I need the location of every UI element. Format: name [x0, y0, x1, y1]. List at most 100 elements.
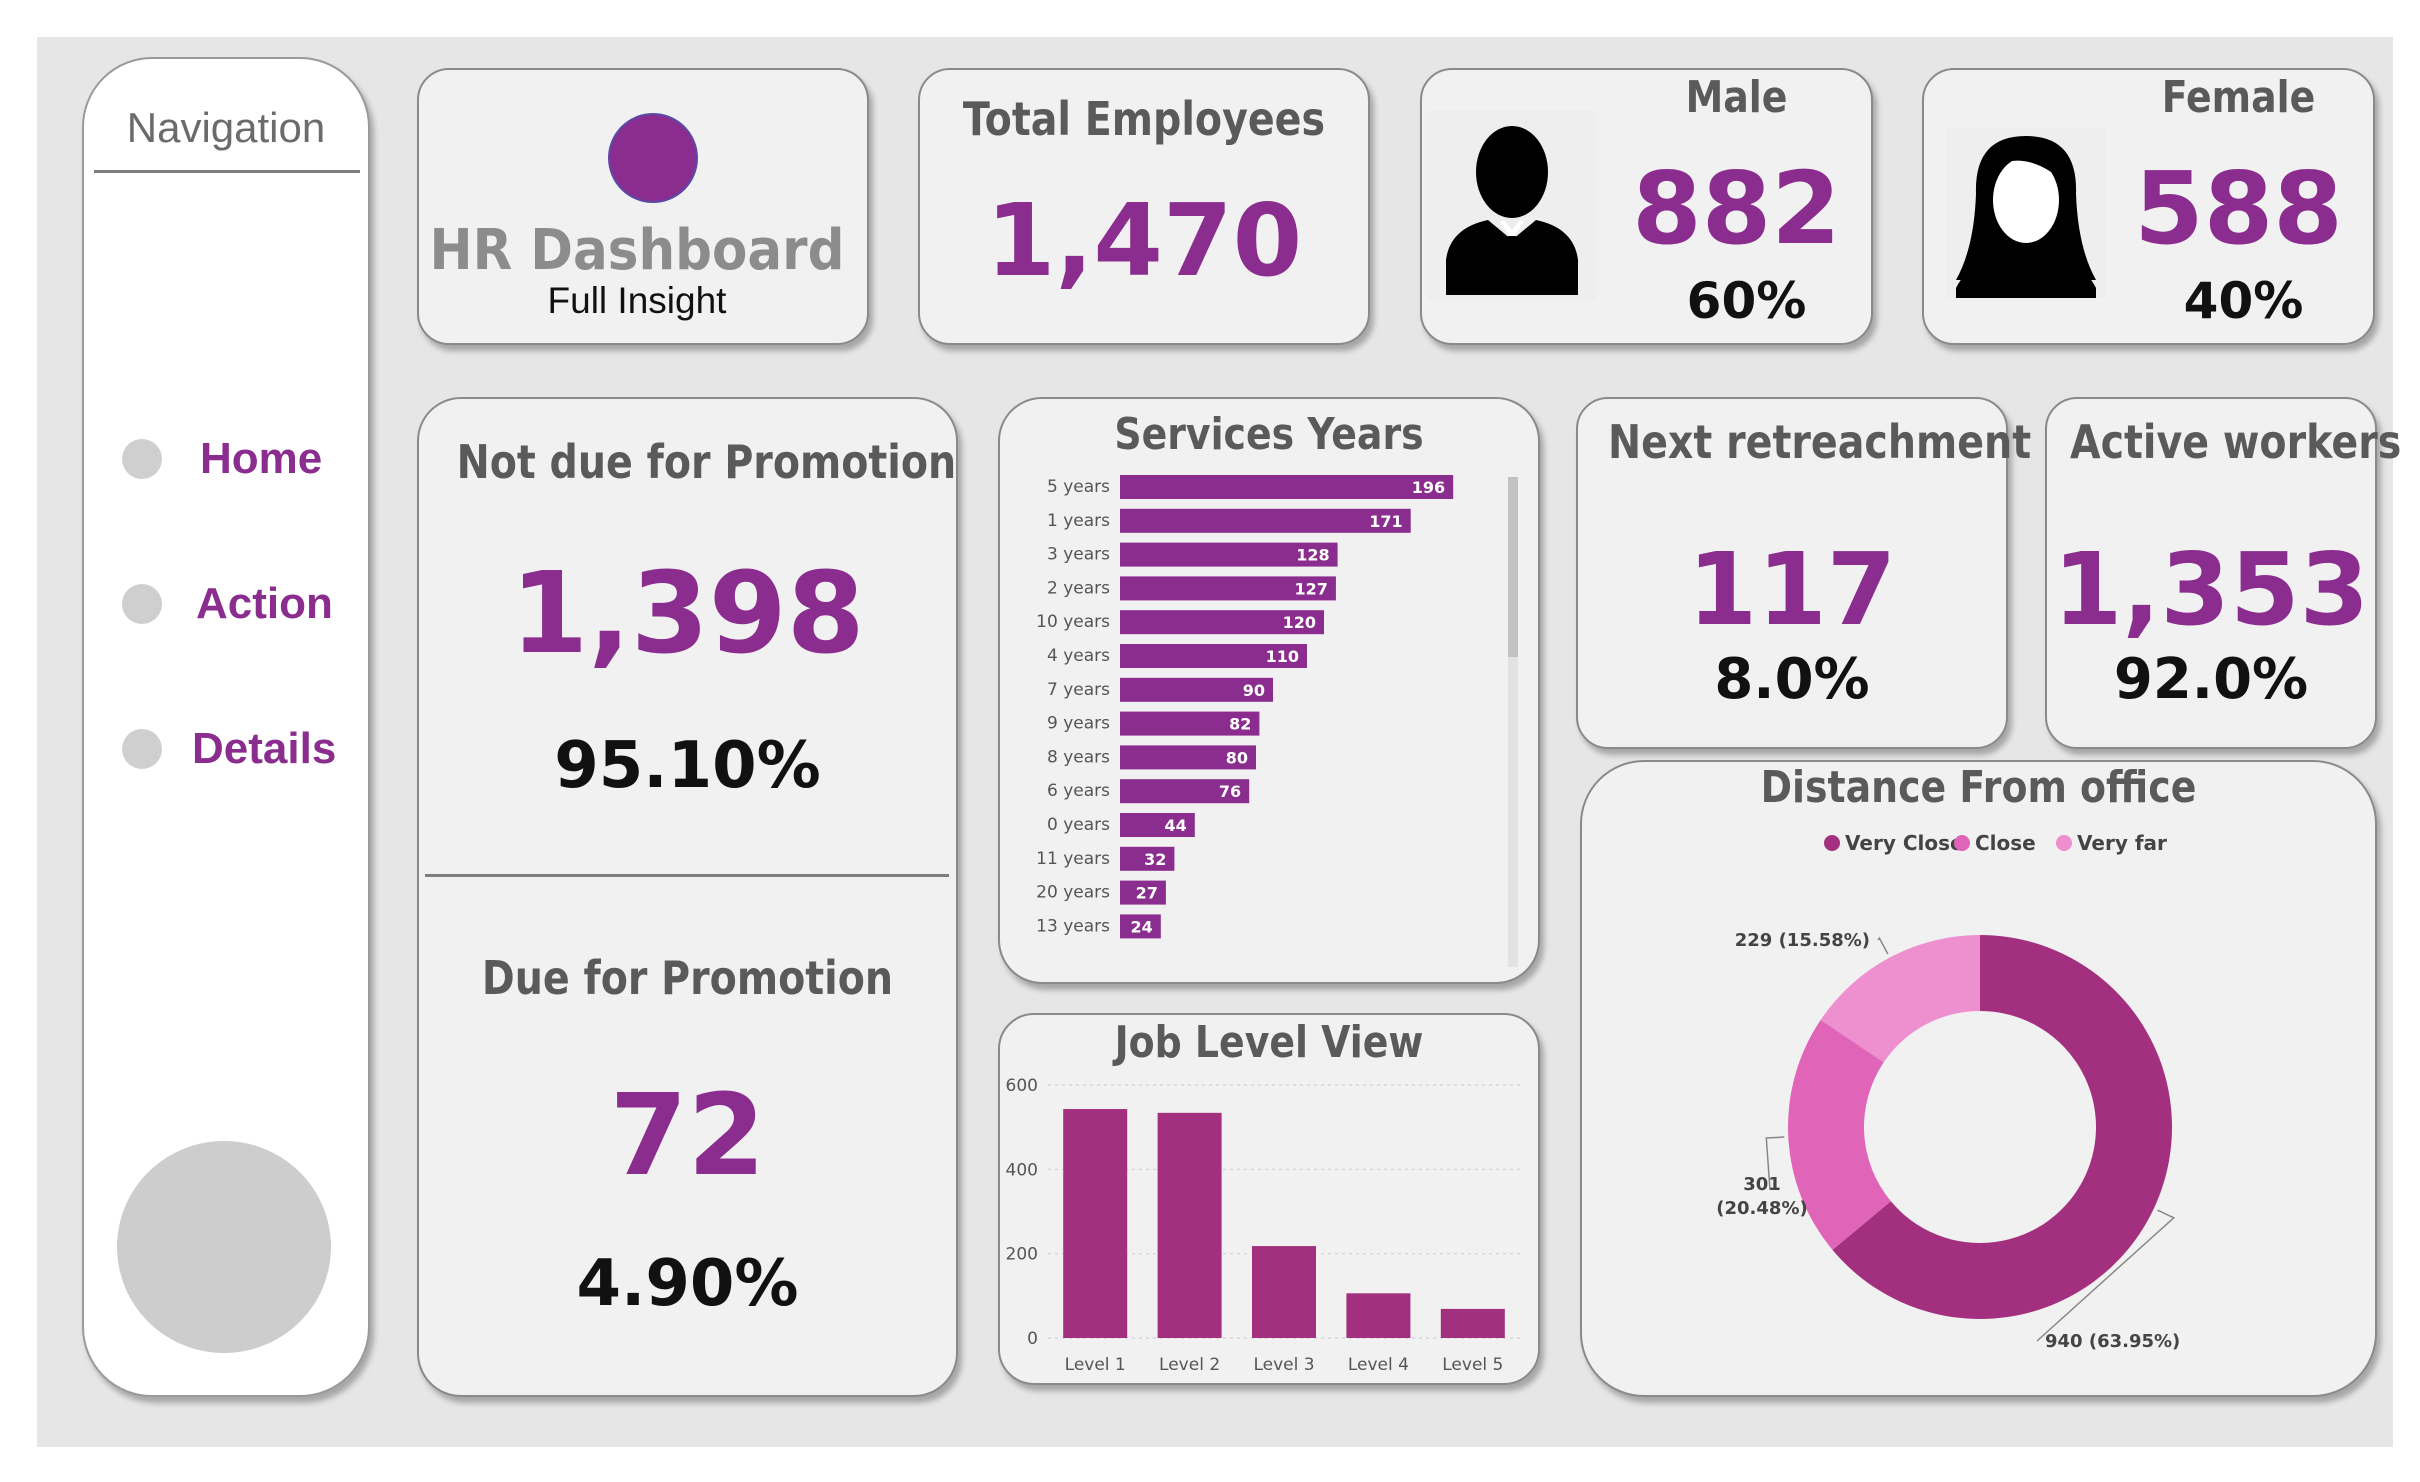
- services-years-data-label: 76: [1219, 782, 1241, 801]
- services-years-data-label: 80: [1226, 748, 1248, 767]
- due-promotion-percent: 4.90%: [576, 1247, 799, 1321]
- job-level-bar: [1252, 1246, 1316, 1338]
- services-years-bar: [1120, 745, 1256, 770]
- distance-leader-line: [1765, 1136, 1785, 1191]
- distance-leader-line: [2036, 1209, 2176, 1342]
- promotion-divider: [425, 874, 949, 877]
- female-card: Female 588 40%: [1922, 68, 2375, 345]
- navigation-panel: Navigation Home Action Details: [82, 57, 370, 1397]
- distance-legend-label: Very far: [2077, 831, 2167, 855]
- active-workers-percent: 92.0%: [2113, 647, 2309, 712]
- services-years-bar: [1120, 880, 1166, 905]
- scrollbar-thumb[interactable]: [1508, 477, 1518, 657]
- distance-legend-label: Very Close: [1845, 831, 1964, 855]
- services-years-title: Services Years: [1114, 409, 1424, 460]
- job-level-y-tick: 600: [1006, 1076, 1038, 1096]
- services-years-data-label: 82: [1229, 715, 1251, 734]
- distance-data-label: 229 (15.58%): [1735, 930, 1870, 951]
- female-user-icon: [1946, 128, 2106, 298]
- services-years-category-label: 13 years: [1036, 916, 1110, 936]
- distance-legend-marker: [2056, 835, 2072, 851]
- job-level-x-tick: Level 1: [1065, 1355, 1126, 1375]
- services-years-data-label: 127: [1294, 579, 1327, 598]
- services-years-card: Services Years 5 years 196 1 years 171 3 yea…: [998, 397, 1540, 984]
- services-years-category-label: 0 years: [1047, 815, 1110, 835]
- job-level-title: Job Level View: [1114, 1017, 1424, 1068]
- services-years-data-label: 44: [1165, 816, 1187, 835]
- services-years-category-label: 3 years: [1047, 545, 1110, 565]
- total-employees-value: 1,470: [985, 182, 1303, 299]
- services-years-category-label: 4 years: [1047, 646, 1110, 666]
- retrenchment-percent: 8.0%: [1714, 647, 1870, 712]
- distance-legend-marker: [1824, 835, 1840, 851]
- nav-item-details[interactable]: Details: [122, 719, 362, 779]
- services-years-category-label: 10 years: [1036, 612, 1110, 632]
- services-years-data-label: 27: [1136, 884, 1158, 903]
- services-years-category-label: 20 years: [1036, 883, 1110, 903]
- services-years-data-label: 32: [1144, 850, 1166, 869]
- services-years-category-label: 1 years: [1047, 511, 1110, 531]
- not-due-promotion-percent: 95.10%: [554, 729, 821, 803]
- services-years-data-label: 110: [1266, 647, 1299, 666]
- job-level-bar: [1346, 1293, 1411, 1338]
- male-percent: 60%: [1686, 272, 1807, 330]
- services-years-bar: [1120, 610, 1324, 635]
- job-level-chart: 0 200 400 600 Level 1 Level 2 Level 3 Level 4 Le…: [1006, 1076, 1520, 1375]
- services-years-data-label: 128: [1296, 546, 1329, 565]
- services-years-bar: [1120, 846, 1175, 871]
- male-title: Male: [1685, 72, 1788, 123]
- distance-leader-line: [1877, 936, 1889, 955]
- job-level-x-tick: Level 2: [1159, 1355, 1220, 1375]
- retrenchment-value: 117: [1687, 531, 1897, 648]
- due-promotion-value: 72: [609, 1071, 766, 1201]
- navigation-divider: [94, 170, 360, 173]
- services-years-category-label: 6 years: [1047, 781, 1110, 801]
- not-due-promotion-value: 1,398: [510, 549, 865, 679]
- navigation-title: Navigation: [126, 104, 326, 151]
- distance-chart: Very Close Close Very far 940 (63.95%) 301 (2…: [1716, 831, 2180, 1352]
- brand-title: HR Dashboard: [429, 218, 845, 283]
- circle-icon: [122, 439, 162, 479]
- services-years-scrollbar[interactable]: [1508, 477, 1518, 967]
- services-years-bar: [1120, 542, 1338, 567]
- active-workers-value: 1,353: [2052, 531, 2370, 648]
- services-years-bar: [1120, 576, 1336, 601]
- male-card: Male 882 60%: [1420, 68, 1873, 345]
- job-level-card: Job Level View 0 200 400 600 Level 1 Level 2 L…: [998, 1013, 1540, 1385]
- distance-data-label: 301: [1743, 1174, 1781, 1195]
- services-years-category-label: 2 years: [1047, 578, 1110, 598]
- distance-card: Distance From office Very Close Close Very…: [1580, 760, 2377, 1397]
- total-employees-title: Total Employees: [962, 92, 1326, 146]
- circle-icon: [122, 729, 162, 769]
- services-years-category-label: 9 years: [1047, 714, 1110, 734]
- male-value: 882: [1632, 150, 1841, 267]
- distance-slice: [1832, 935, 2172, 1319]
- nav-item-action[interactable]: Action: [122, 574, 362, 634]
- job-level-x-tick: Level 4: [1348, 1355, 1409, 1375]
- services-years-data-label: 171: [1369, 512, 1402, 531]
- services-years-bar: [1120, 508, 1411, 533]
- profile-avatar[interactable]: [117, 1141, 331, 1353]
- services-years-data-label: 120: [1283, 613, 1316, 632]
- job-level-bar: [1440, 1308, 1505, 1338]
- services-years-bar: [1120, 711, 1260, 736]
- logo-circle-icon: [608, 113, 698, 203]
- services-years-bar: [1120, 644, 1307, 668]
- services-years-bar: [1120, 475, 1454, 499]
- job-level-bar: [1157, 1112, 1222, 1338]
- distance-data-label: (20.48%): [1716, 1198, 1807, 1219]
- services-years-category-label: 7 years: [1047, 680, 1110, 700]
- female-title: Female: [2161, 72, 2316, 123]
- active-workers-card: Active workers 1,353 92.0%: [2045, 397, 2401, 749]
- services-years-bar: [1120, 779, 1250, 804]
- services-years-category-label: 5 years: [1047, 477, 1110, 497]
- male-user-icon: [1428, 110, 1596, 300]
- job-level-x-tick: Level 5: [1442, 1355, 1503, 1375]
- retrenchment-card: Next retreachment 117 8.0%: [1576, 397, 2031, 749]
- services-years-data-label: 196: [1412, 478, 1445, 497]
- services-years-data-label: 24: [1131, 917, 1153, 936]
- nav-item-home-label: Home: [200, 434, 323, 483]
- services-years-bar: [1120, 677, 1273, 702]
- nav-item-details-label: Details: [192, 724, 337, 773]
- nav-item-home[interactable]: Home: [122, 429, 362, 489]
